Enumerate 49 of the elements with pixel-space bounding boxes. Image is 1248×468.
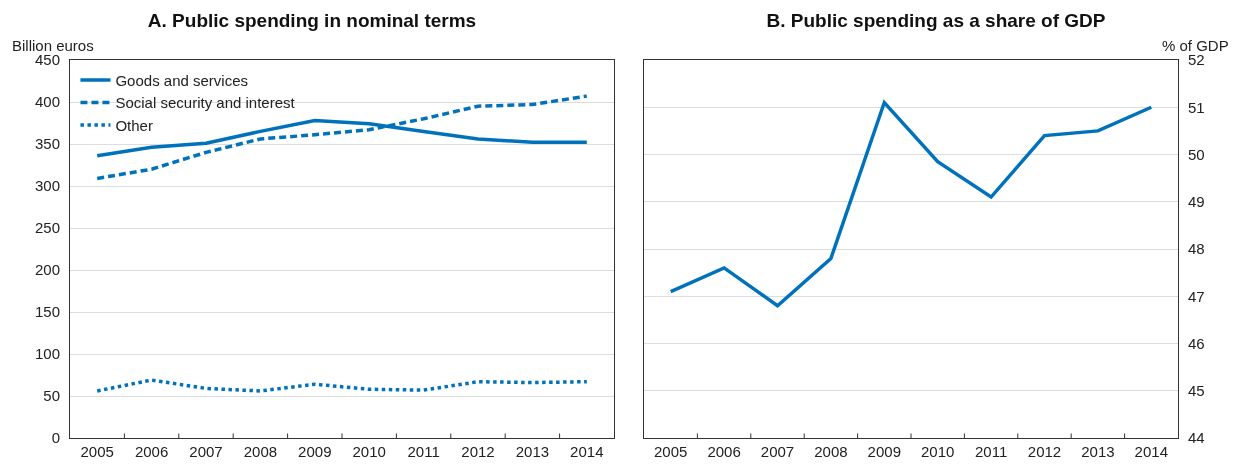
x-tick-label: 2014	[1134, 443, 1168, 460]
y-tick-label: 450	[34, 51, 60, 69]
x-tick-label: 2007	[760, 443, 795, 460]
y-tick-label: 100	[34, 345, 60, 363]
legend-label: Other	[115, 116, 153, 134]
legend-label: Goods and services	[115, 71, 249, 89]
x-tick-label: 2013	[1081, 443, 1115, 460]
y-tick-label: 400	[34, 93, 60, 111]
x-tick-label: 2009	[298, 443, 332, 460]
x-tick-label: 2005	[654, 443, 688, 460]
y-tick-label: 0	[51, 429, 60, 447]
x-tick-label: 2012	[461, 443, 495, 460]
y-tick-label: 47	[1188, 287, 1205, 305]
y-tick-label: 300	[34, 177, 60, 195]
y-tick-label: 51	[1188, 98, 1205, 116]
x-tick-label: 2010	[921, 443, 955, 460]
y-tick-label: 49	[1188, 193, 1205, 210]
y-tick-label: 50	[1188, 145, 1205, 163]
x-tick-label: 2005	[80, 443, 114, 460]
y-tick-label: 46	[1188, 334, 1205, 352]
x-tick-label: 2006	[707, 443, 741, 460]
x-tick-label: 2007	[189, 443, 223, 460]
x-tick-label: 2014	[570, 443, 604, 460]
x-tick-label: 2010	[352, 443, 386, 460]
x-tick-label: 2008	[814, 443, 848, 460]
x-tick-label: 2009	[867, 443, 901, 460]
x-tick-label: 2013	[515, 443, 550, 460]
line-series	[95, 378, 589, 393]
chart-title: B. Public spending as a share of GDP	[766, 10, 1106, 32]
y-tick-label: 44	[1188, 429, 1205, 447]
y-tick-label: 48	[1188, 240, 1205, 258]
y-tick-label: 200	[34, 261, 60, 279]
line-series	[668, 100, 1154, 308]
chart-title: A. Public spending in nominal terms	[147, 10, 477, 32]
y-axis-title: % of GDP	[1162, 37, 1229, 54]
x-tick-label: 2006	[134, 443, 169, 460]
legend-label: Social security and interest	[115, 94, 296, 112]
line-series	[95, 94, 589, 181]
y-tick-label: 350	[34, 135, 60, 153]
y-tick-label: 50	[43, 387, 60, 405]
y-axis-title: Billion euros	[12, 37, 94, 54]
x-tick-label: 2011	[974, 443, 1008, 460]
x-tick-label: 2008	[243, 443, 278, 460]
y-tick-label: 150	[34, 303, 60, 321]
y-tick-label: 45	[1188, 382, 1205, 399]
x-tick-label: 2012	[1027, 443, 1062, 460]
y-tick-label: 52	[1188, 51, 1205, 69]
y-tick-label: 250	[34, 219, 60, 237]
x-tick-label: 2011	[407, 443, 440, 460]
